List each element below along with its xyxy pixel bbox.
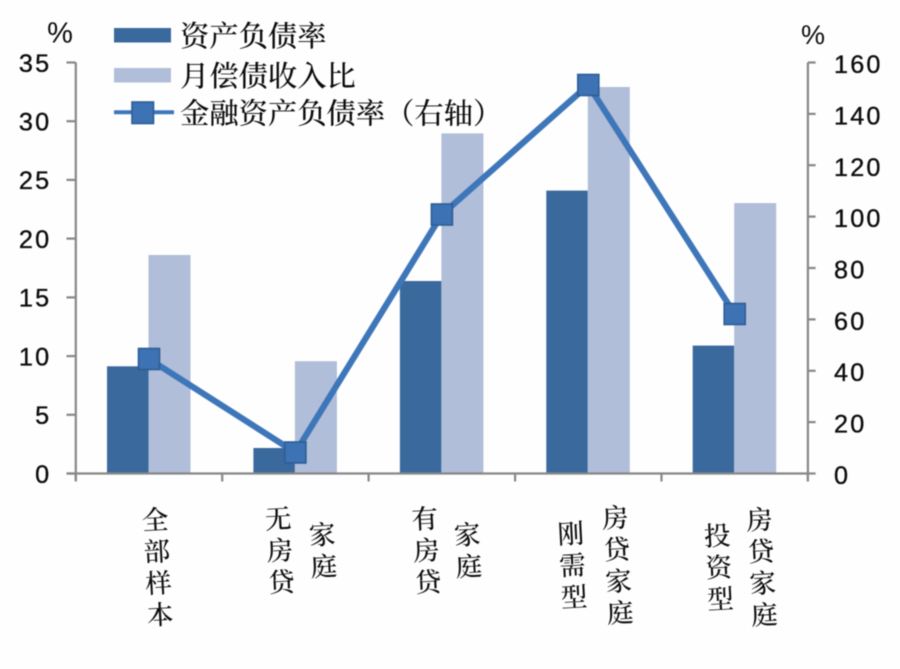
svg-text:10: 10 [19,343,51,371]
svg-text:80: 80 [834,257,866,285]
svg-text:%: % [47,18,73,50]
svg-text:20: 20 [19,226,51,254]
svg-text:120: 120 [834,154,883,182]
svg-text:60: 60 [834,308,866,336]
svg-text:40: 40 [834,359,866,387]
svg-text:5: 5 [35,402,51,430]
svg-text:100: 100 [834,205,883,233]
svg-text:20: 20 [834,411,866,439]
svg-text:0: 0 [35,461,51,489]
svg-text:0: 0 [834,462,850,490]
svg-text:%: % [801,20,825,50]
svg-text:30: 30 [19,109,51,137]
svg-text:160: 160 [834,51,883,79]
svg-text:35: 35 [19,50,51,78]
svg-text:140: 140 [834,102,883,130]
svg-text:15: 15 [19,285,51,313]
svg-text:25: 25 [19,167,51,195]
